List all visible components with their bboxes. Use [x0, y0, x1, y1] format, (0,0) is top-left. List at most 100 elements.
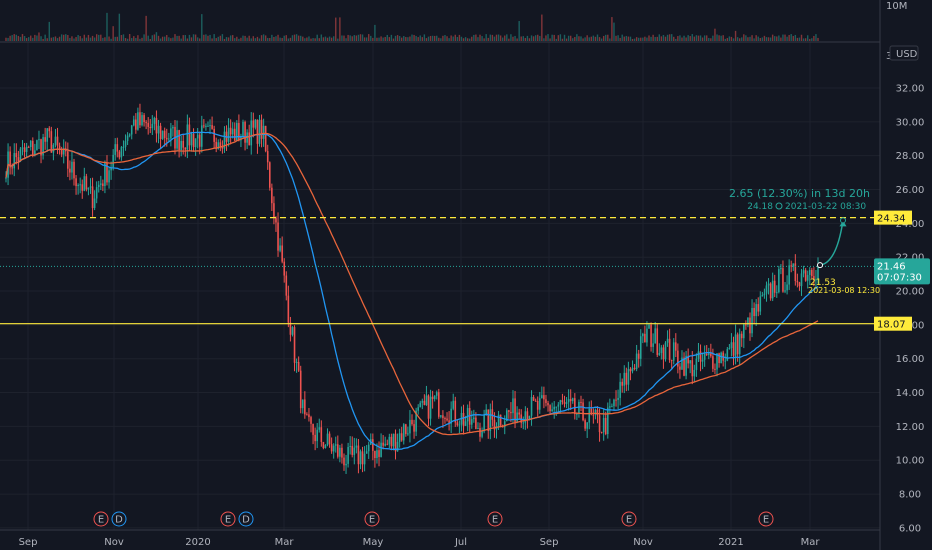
volume-bar	[151, 35, 154, 41]
currency-button[interactable]	[889, 45, 919, 61]
volume-bar	[561, 38, 564, 41]
volume-bar	[145, 15, 147, 41]
price-axis-tick: 12.00	[896, 422, 925, 433]
volume-bar	[409, 36, 411, 41]
candle	[332, 445, 335, 452]
volume-bar	[788, 34, 790, 41]
volume-bar	[776, 36, 778, 41]
volume-bar	[489, 34, 492, 41]
candle	[79, 184, 81, 186]
earnings-marker[interactable]	[364, 511, 380, 527]
candle	[448, 420, 450, 424]
candle	[102, 183, 104, 187]
volume-bar	[250, 38, 252, 41]
candle	[23, 147, 26, 152]
projection-end-point[interactable]	[840, 217, 846, 224]
volume-bar	[30, 35, 32, 41]
earnings-marker[interactable]	[621, 511, 637, 527]
volume-bar	[555, 38, 557, 41]
volume-bar	[450, 35, 452, 41]
countdown-label: 07:07:30	[877, 272, 922, 283]
volume-bar	[378, 37, 380, 41]
volume-bar	[627, 36, 630, 41]
price-axis-tick: 26.00	[896, 185, 925, 196]
candle	[442, 415, 444, 419]
volume-bar	[446, 36, 448, 41]
candle	[431, 396, 434, 400]
volume-bar	[466, 38, 469, 41]
moving-average-slow	[5, 132, 819, 436]
candle	[372, 439, 374, 451]
volume-bar	[176, 35, 178, 41]
candle	[75, 178, 77, 187]
projection-tool[interactable]: 2.65 (12.30%) in 13d 20h 24.18 2021-03-22 …	[729, 187, 880, 295]
time-axis[interactable]: Sep Nov 2020 Mar May Jul Sep Nov 2021 Mar	[19, 537, 821, 548]
candle	[518, 412, 520, 415]
volume-bar	[677, 36, 679, 41]
candle	[287, 295, 290, 323]
candle	[672, 342, 675, 361]
volume-bar	[260, 35, 263, 41]
price-axis-tick: 16.00	[896, 354, 925, 365]
candle	[143, 115, 145, 123]
earnings-marker[interactable]	[93, 511, 109, 527]
volume-bar	[749, 36, 751, 41]
time-axis-tick: Sep	[19, 537, 38, 548]
candle	[56, 136, 59, 146]
volume-bar	[477, 37, 479, 41]
candle	[798, 282, 801, 287]
candle	[299, 370, 302, 409]
earnings-marker[interactable]	[220, 511, 236, 527]
horizontal-lines[interactable]	[0, 217, 880, 325]
volume-bar	[351, 36, 353, 41]
candle	[15, 153, 18, 158]
volume-bar	[114, 36, 116, 41]
projection-start-point[interactable]	[817, 262, 823, 269]
volume-bar	[813, 35, 815, 41]
candle	[685, 355, 687, 376]
candle	[116, 144, 119, 152]
candle	[588, 408, 591, 423]
candle	[580, 401, 582, 403]
candle	[312, 423, 314, 435]
time-axis-tick: Mar	[275, 537, 295, 548]
dividend-marker[interactable]	[111, 511, 127, 527]
volume-bar	[590, 36, 592, 41]
volume-bar	[42, 38, 44, 41]
candle	[27, 146, 30, 148]
earnings-marker[interactable]	[487, 511, 503, 527]
candle	[190, 134, 193, 146]
candle	[40, 139, 42, 156]
volume-bar	[44, 34, 46, 41]
volume-bar	[551, 34, 553, 41]
candle	[353, 447, 356, 455]
candle	[786, 284, 788, 291]
volume-bar	[34, 34, 36, 41]
earnings-marker[interactable]	[758, 511, 774, 527]
candle	[652, 343, 654, 347]
candle	[790, 265, 793, 267]
volume-bar	[582, 38, 584, 41]
volume-bar	[495, 34, 498, 41]
dividend-marker[interactable]	[238, 511, 254, 527]
volume-bar	[759, 38, 761, 41]
volume-bar	[357, 34, 360, 41]
candle	[699, 351, 702, 362]
candle	[586, 422, 588, 429]
candle	[229, 127, 232, 135]
volume-bar	[238, 38, 240, 41]
volume-bar	[642, 37, 644, 41]
candle	[732, 342, 735, 356]
volume-bar	[308, 36, 310, 41]
candle	[196, 134, 199, 139]
candle	[42, 137, 44, 156]
volume-bar	[133, 36, 135, 41]
volume-bar	[21, 34, 24, 41]
candle	[736, 334, 739, 355]
candle	[543, 395, 545, 400]
candle	[398, 433, 401, 442]
volume-bar	[347, 34, 349, 41]
volume-bar	[611, 17, 613, 41]
